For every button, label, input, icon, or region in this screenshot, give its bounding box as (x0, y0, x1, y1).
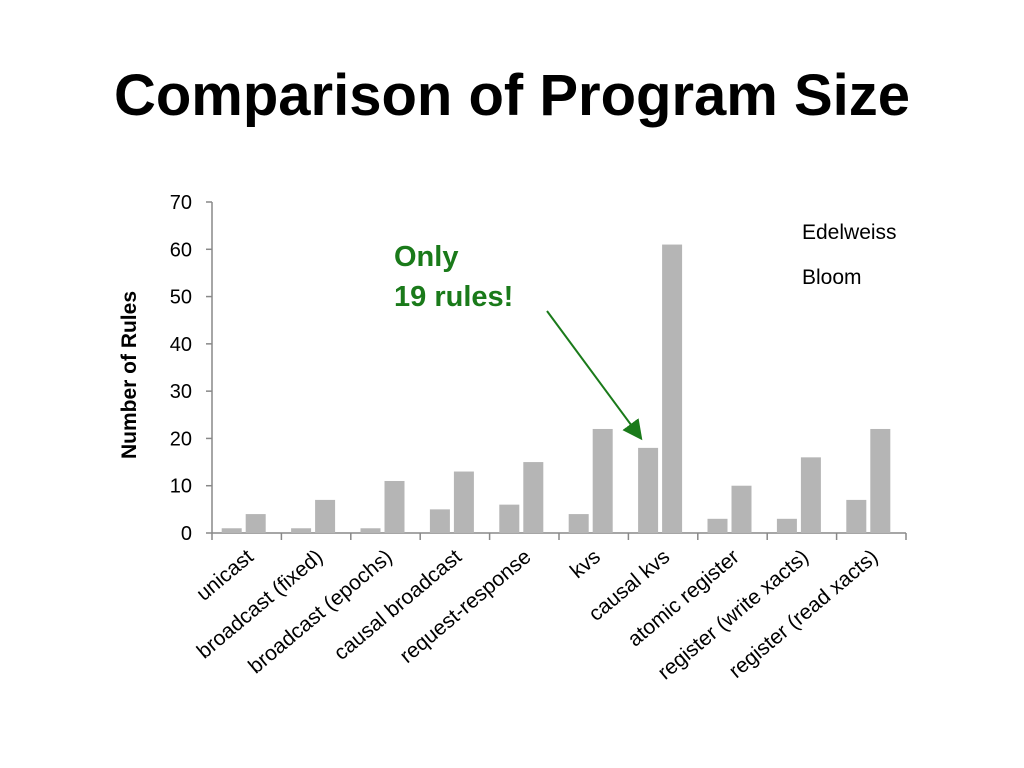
annotation-arrow (546, 310, 643, 441)
annotation-line-2: 19 rules! (394, 281, 513, 313)
bar-edelweiss-8 (776, 518, 797, 533)
category-label: kvs (566, 545, 605, 583)
axes-group: 0 10 20 30 40 50 60 70 (170, 192, 907, 545)
y-tick-label: 50 (170, 287, 192, 309)
y-tick-label: 10 (170, 476, 192, 498)
y-tick-label: 30 (170, 381, 192, 403)
bars-group (221, 244, 891, 534)
bar-edelweiss-3 (429, 509, 450, 533)
bar-edelweiss-0 (221, 528, 242, 533)
bar-bloom-3 (453, 471, 474, 533)
category-label: broadcast (fixed) (193, 545, 328, 663)
legend-entry-bloom: Bloom (802, 266, 862, 289)
bar-bloom-1 (315, 499, 336, 533)
chart-title: Comparison of Program Size (113, 63, 911, 128)
legend-entry-edelweiss: Edelweiss (802, 221, 897, 244)
bar-bloom-7 (731, 485, 752, 533)
bar-bloom-9 (870, 428, 891, 533)
y-tick-label: 40 (170, 334, 192, 356)
y-tick-label: 20 (170, 428, 192, 450)
bar-edelweiss-5 (568, 514, 589, 533)
bar-bloom-5 (592, 428, 613, 533)
bar-bloom-6 (662, 244, 683, 534)
y-axis-label: Number of Rules (118, 291, 141, 459)
category-label: request-response (396, 545, 536, 668)
bar-edelweiss-2 (360, 528, 381, 533)
bar-edelweiss-9 (846, 499, 867, 533)
y-tick-label: 0 (181, 523, 192, 545)
category-label: unicast (192, 545, 258, 605)
annotation: Only 19 rules! (394, 241, 643, 441)
bar-bloom-0 (245, 514, 266, 533)
y-tick-label: 60 (170, 239, 192, 261)
bar-bloom-8 (800, 457, 821, 533)
legend: Edelweiss Bloom (802, 221, 897, 289)
annotation-line-1: Only (394, 241, 458, 273)
bar-bloom-2 (384, 480, 405, 533)
bar-edelweiss-1 (291, 528, 312, 533)
bar-edelweiss-6 (638, 447, 659, 533)
bar-bloom-4 (523, 462, 544, 533)
bar-edelweiss-4 (499, 504, 520, 533)
y-tick-label: 70 (170, 192, 192, 214)
category-label: causal broadcast (330, 545, 467, 665)
bar-edelweiss-7 (707, 518, 728, 533)
